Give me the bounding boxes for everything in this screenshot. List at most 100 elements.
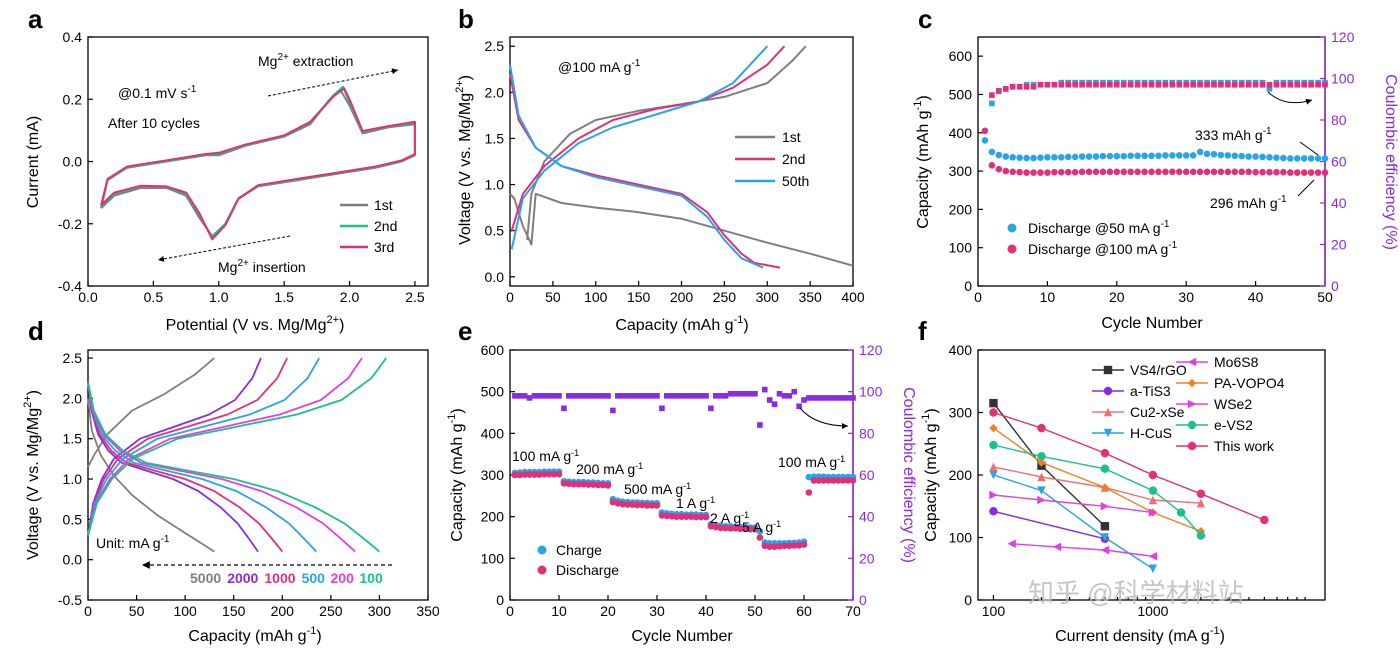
c-point-CE-100-mA-g-1 [1002,86,1009,92]
f-line-VS4/rGO [992,402,1106,527]
f-legend-marker-a-TiS3 [1103,386,1113,396]
c-point-CE-100-mA-g-1 [1065,81,1072,88]
e-point-Coulombic-efficiency [683,393,690,399]
d-x-tick-label: 0 [84,603,92,619]
c-point-Discharge-50-mA-g-1 [1030,154,1037,162]
f-legend-marker-Mo6S8 [1187,357,1197,367]
e-point-Coulombic-efficiency [517,393,523,399]
e-point-Discharge [805,489,813,496]
c-point-Discharge-50-mA-g-1 [1044,153,1051,161]
d-y-tick-label: 2.0 [63,390,83,406]
e-point-Coulombic-efficiency [512,393,518,399]
f-legend-marker-Cu2-xSe [1103,407,1113,417]
c-point-CE-100-mA-g-1 [1190,81,1196,88]
a-x-tick-label: 1.5 [274,289,294,305]
c-point-Discharge-50-mA-g-1 [1273,154,1280,161]
c-point-Discharge-100-mA-g-1 [1141,168,1148,176]
e-point-Discharge [697,513,705,521]
c-x-tick-label: 30 [1178,289,1194,305]
e-point-Coulombic-efficiency [713,393,719,399]
c-point-Discharge-100-mA-g-1 [1044,169,1051,176]
c-point-Discharge-50-mA-g-1 [1245,153,1252,160]
e-point-Discharge [776,542,783,550]
e-point-Coulombic-efficiency [600,393,606,399]
b-series-1st-seg0 [509,192,854,267]
c-point-Discharge-50-mA-g-1 [1071,153,1079,161]
panel-f-comparison-chart: 100 1000 0 100 200 300 400 VS4/rGO a-TiS3 Cu2-xSe… [949,342,1326,619]
e-point-Discharge [810,477,818,484]
e-y2-tick-label: 0 [859,592,867,608]
e-legend-marker-discharge [537,565,547,575]
e-rate-label-2A: 2 A g-1 [710,510,749,526]
c-point-Discharge-100-mA-g-1 [1071,168,1079,176]
e-point-Discharge [585,481,592,488]
f-legend-label-Cu2-xSe: Cu2-xSe [1130,404,1185,420]
c-y2-tick-label: 80 [1331,112,1347,128]
e-point-Discharge [844,477,852,484]
c-x-tick-label: 0 [974,289,982,305]
f-point-Cu2-xSe [1196,498,1206,508]
c-point-Discharge-100-mA-g-1 [1162,168,1169,176]
e-point-Discharge [839,477,847,484]
e-point-Discharge [722,524,729,532]
e-y-axis-label: Capacity (mAh g-1) [446,408,466,541]
c-point-CE-100-mA-g-1 [1127,81,1134,88]
c-point-Discharge-50-mA-g-1 [1203,150,1211,158]
f-point-WSe2 [1037,495,1046,505]
f-point-e-VS2 [1196,531,1206,540]
e-x-tick-label: 0 [506,603,514,619]
f-legend-marker-VS4/rGO [1103,365,1113,375]
c-point-CE-100-mA-g-1 [1245,81,1252,88]
a-annotation-insertion: Mg2+ insertion [218,258,306,275]
b-y-tick-label: 2.0 [485,84,505,100]
c-point-CE-50-mA-g-1 [989,100,995,107]
e-point-Discharge [526,471,533,478]
c-point-Discharge-50-mA-g-1 [1252,153,1259,160]
e-point-Charge [805,473,813,481]
e-point-Discharge [678,513,685,520]
e-point-Coulombic-efficiency [673,393,680,399]
c-legend-label-100: Discharge @100 mA g-1 [1028,240,1178,257]
c-point-CE-100-mA-g-1 [1308,81,1314,88]
e-point-Discharge [541,470,548,478]
e-point-Coulombic-efficiency [762,386,768,393]
e-point-Coulombic-efficiency [634,393,641,399]
d-rate-label-5000: 5000 [190,570,221,586]
a-annotation-extraction: Mg2+ extraction [258,52,353,69]
a-x-tick-label: 0.0 [78,289,98,305]
e-point-Discharge [692,513,700,521]
c-point-Discharge-100-mA-g-1 [988,162,996,169]
c-point-Discharge-100-mA-g-1 [1037,169,1044,176]
e-point-Coulombic-efficiency [531,393,538,399]
a-legend-label-1st: 1st [374,197,393,213]
c-point-Discharge-50-mA-g-1 [1127,152,1134,160]
c-point-CE-100-mA-g-1 [1238,81,1245,88]
panel-label-d: d [28,316,44,346]
b-y-tick-label: 2.5 [485,38,505,54]
c-point-Discharge-50-mA-g-1 [1057,153,1065,161]
e-y2-tick-label: 20 [859,550,875,566]
b-x-axis-label: Capacity (mAh g-1) [615,314,748,334]
c-point-CE-100-mA-g-1 [1225,81,1231,88]
d-plot-frame [87,349,429,601]
c-point-Discharge-100-mA-g-1 [1064,168,1072,176]
c-point-Discharge-100-mA-g-1 [1210,168,1218,176]
f-x-tick-label: 100 [982,603,1006,619]
panel-label-b: b [458,4,474,34]
c-legend-marker-100 [1007,244,1017,254]
f-point-e-VS2 [1148,486,1158,495]
e-point-Discharge [849,477,857,484]
e-point-Discharge [653,502,661,509]
e-point-Discharge [702,513,710,521]
c-point-Discharge-50-mA-g-1 [1155,152,1162,160]
f-legend-label-H-CuS: H-CuS [1130,425,1172,441]
a-y-tick-label: 0.0 [63,154,83,170]
e-point-Coulombic-efficiency [580,393,587,399]
c-point-Discharge-50-mA-g-1 [1217,151,1225,159]
e-point-Discharge [830,477,837,484]
e-point-Coulombic-efficiency [561,405,567,412]
e-point-Discharge [570,480,577,488]
d-charge-2000 [87,357,262,536]
c-point-Discharge-100-mA-g-1 [1127,168,1134,176]
